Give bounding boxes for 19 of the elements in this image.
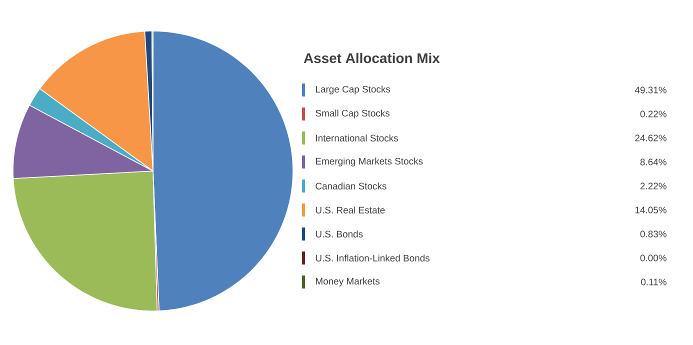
legend-label: Emerging Markets Stocks <box>316 158 423 166</box>
legend-label: International Stocks <box>316 134 398 142</box>
legend-label: Money Markets <box>316 278 380 286</box>
legend-label: U.S. Inflation-Linked Bonds <box>316 254 430 262</box>
legend-label: U.S. Real Estate <box>316 206 385 214</box>
legend-label: Large Cap Stocks <box>316 86 390 94</box>
legend-label: Small Cap Stocks <box>316 110 390 118</box>
data-label: 0.22% <box>640 110 666 118</box>
text: 0.00% <box>640 254 666 262</box>
data-label: 2.22% <box>640 182 666 190</box>
data-label: 8.64% <box>640 158 666 166</box>
legend-label: Canadian Stocks <box>316 182 386 190</box>
text: Asset Allocation Mix <box>304 52 440 64</box>
data-label: 49.31% <box>634 86 666 94</box>
data-label: 14.05% <box>635 206 666 214</box>
data-label: 0.83% <box>640 230 666 238</box>
data-label: 0.11% <box>641 278 666 286</box>
legend-label: U.S. Bonds <box>316 230 363 238</box>
data-label: 24.62% <box>635 134 666 142</box>
